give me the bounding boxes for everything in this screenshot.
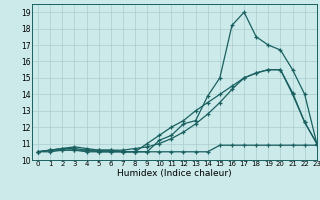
X-axis label: Humidex (Indice chaleur): Humidex (Indice chaleur) <box>117 169 232 178</box>
